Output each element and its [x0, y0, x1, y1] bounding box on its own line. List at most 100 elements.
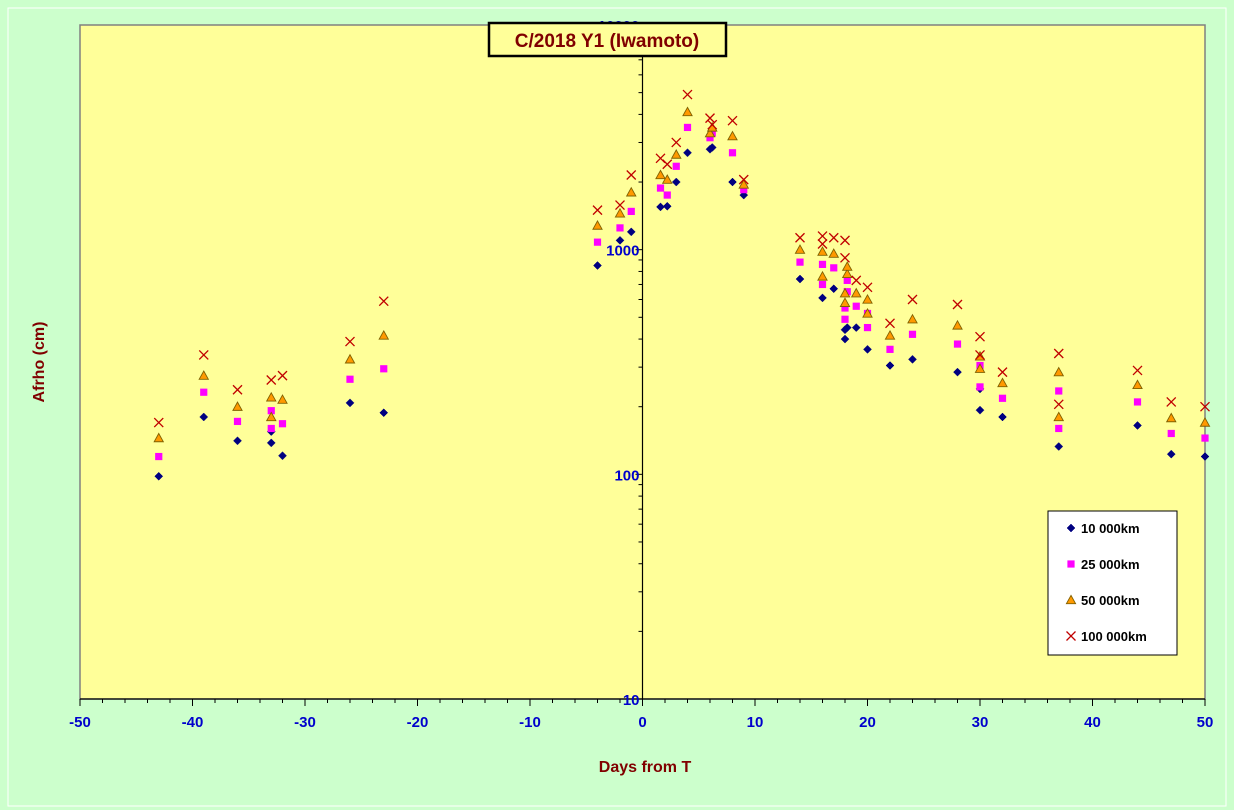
- data-point: [1054, 442, 1064, 451]
- data-point: [1199, 417, 1211, 427]
- data-point: [908, 330, 917, 338]
- data-point: [615, 200, 625, 210]
- data-point: [796, 258, 804, 266]
- data-point: [843, 288, 851, 296]
- x-tick-label: 30: [972, 714, 989, 731]
- data-point: [232, 401, 243, 411]
- data-point: [705, 113, 715, 124]
- data-point: [626, 170, 637, 180]
- data-point: [614, 207, 626, 218]
- x-tick-label: 50: [1197, 714, 1214, 731]
- data-point: [1053, 348, 1064, 359]
- data-point: [683, 148, 692, 158]
- data-point: [671, 177, 681, 187]
- data-point: [198, 349, 209, 360]
- data-point: [661, 174, 673, 184]
- data-point: [727, 115, 738, 126]
- data-point: [277, 394, 288, 404]
- data-point: [346, 375, 354, 383]
- data-point: [1133, 398, 1142, 406]
- data-point: [655, 169, 666, 180]
- data-point: [670, 149, 682, 159]
- data-point: [663, 191, 671, 199]
- data-point: [265, 411, 277, 422]
- data-point: [616, 224, 624, 232]
- legend-label: 100 000km: [1081, 629, 1147, 644]
- data-point: [974, 363, 986, 373]
- data-point: [975, 331, 985, 342]
- data-point: [839, 287, 851, 298]
- data-point: [153, 432, 165, 443]
- data-point: [345, 336, 355, 347]
- data-point: [153, 417, 164, 428]
- data-point: [738, 178, 750, 189]
- data-point: [199, 412, 209, 422]
- data-point: [267, 424, 275, 433]
- data-point: [975, 405, 985, 415]
- data-point: [198, 370, 210, 380]
- data-point: [795, 232, 805, 243]
- data-point: [277, 370, 288, 381]
- data-point: [1053, 411, 1065, 422]
- y-tick-label: 100: [614, 467, 639, 484]
- data-point: [662, 159, 673, 170]
- data-point: [976, 383, 984, 391]
- chart-title: C/2018 Y1 (Iwamoto): [515, 31, 699, 52]
- data-point: [818, 293, 827, 303]
- data-point: [671, 137, 682, 148]
- data-point: [593, 238, 602, 246]
- data-point: [1166, 396, 1177, 407]
- data-point: [266, 438, 276, 448]
- data-point: [740, 186, 748, 194]
- data-point: [592, 205, 603, 216]
- data-point: [830, 264, 838, 272]
- data-point: [885, 361, 895, 370]
- chart-title-frame: [487, 21, 728, 58]
- legend-marker: [1066, 631, 1076, 641]
- data-point: [851, 275, 862, 286]
- series-3: [153, 106, 1211, 443]
- data-point: [728, 149, 737, 157]
- data-point: [862, 293, 873, 304]
- chart-title-box: C/2018 Y1 (Iwamoto): [487, 21, 728, 58]
- data-point: [379, 408, 389, 418]
- data-point: [817, 246, 828, 256]
- data-point: [840, 334, 850, 344]
- data-point: [155, 452, 163, 461]
- data-point: [998, 394, 1007, 402]
- data-point: [842, 323, 852, 332]
- data-point: [1055, 424, 1063, 433]
- data-point: [794, 244, 806, 254]
- data-point: [154, 471, 164, 481]
- data-point: [952, 319, 963, 330]
- legend-label: 10 000km: [1081, 521, 1140, 536]
- y-tick-label: 1000: [606, 243, 639, 260]
- data-point: [851, 323, 861, 332]
- data-point: [378, 296, 389, 307]
- data-point: [682, 106, 693, 117]
- x-axis-title: Days from T: [599, 759, 692, 776]
- data-point: [886, 345, 894, 353]
- data-point: [862, 282, 873, 293]
- data-point: [656, 202, 665, 212]
- data-point: [840, 252, 850, 263]
- data-point: [841, 261, 853, 271]
- data-point: [706, 134, 714, 142]
- data-point: [885, 318, 895, 329]
- data-point: [862, 307, 873, 318]
- x-tick-label: 10: [747, 714, 764, 731]
- legend-label: 25 000km: [1081, 557, 1140, 572]
- data-point: [1165, 412, 1177, 423]
- x-tick-label: -30: [294, 714, 316, 731]
- data-point: [1201, 434, 1209, 442]
- data-point: [265, 391, 277, 402]
- data-point: [344, 353, 356, 364]
- data-point: [841, 304, 849, 312]
- legend-marker: [1065, 594, 1077, 605]
- data-point: [738, 174, 749, 185]
- data-point: [1167, 429, 1175, 438]
- data-point: [952, 299, 963, 310]
- data-point: [843, 276, 851, 284]
- data-point: [656, 184, 665, 192]
- data-point: [997, 377, 1008, 388]
